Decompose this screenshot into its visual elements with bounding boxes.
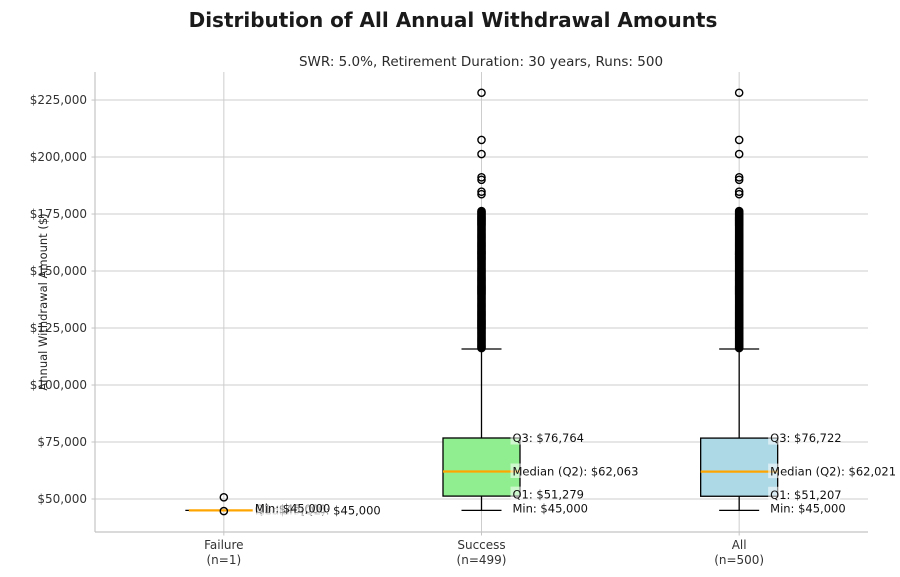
x-category-sublabel: (n=1) (206, 553, 241, 567)
y-tick-label: $150,000 (30, 264, 87, 278)
outlier-point (734, 187, 744, 196)
outlier-point (734, 189, 744, 199)
outlier-point (219, 506, 229, 516)
outlier-point (734, 206, 744, 216)
stat-label-bg (510, 486, 583, 502)
stat-label-bg (768, 486, 841, 502)
outlier-point (477, 187, 486, 196)
stat-label: Q1: $51,279 (513, 488, 584, 502)
stat-label-bg (768, 430, 841, 445)
outlier-point (734, 175, 744, 185)
stat-label: Q1: $51,207 (770, 488, 841, 502)
stat-label-bg (768, 500, 847, 515)
stat-label: Median (Q2): $62,063 (513, 465, 639, 479)
x-category-sublabel: (n=499) (457, 553, 507, 567)
y-tick-label: $100,000 (30, 378, 87, 392)
outlier-point (477, 88, 486, 98)
y-tick-label: $200,000 (30, 150, 87, 164)
outlier-point (734, 149, 744, 159)
y-tick-label: $125,000 (30, 321, 87, 335)
box (442, 437, 521, 497)
label-layer: Q3: $45,000Median (Q2): $45,000Q1: $45,0… (204, 429, 896, 567)
stat-label-bg (768, 463, 895, 479)
x-category-label: Failure (204, 538, 243, 552)
outlier-point (477, 173, 486, 182)
chart-subtitle: SWR: 5.0%, Retirement Duration: 30 years… (299, 54, 663, 70)
stat-label-bg (510, 463, 637, 479)
y-tick-label: $50,000 (37, 492, 87, 506)
outlier-point (477, 135, 486, 145)
x-category-label: Success (457, 538, 505, 552)
outlier-point (477, 189, 486, 199)
stat-label-bg (510, 429, 583, 445)
outlier-point (477, 175, 486, 185)
stat-label: Median (Q2): $62,021 (770, 465, 896, 479)
plot-layer (185, 88, 779, 516)
stat-label: Q3: $76,764 (513, 431, 584, 445)
y-tick-label: $175,000 (30, 207, 87, 221)
outlier-point (477, 149, 486, 159)
x-category-sublabel: (n=500) (714, 553, 764, 567)
x-category-label: All (732, 538, 747, 552)
y-tick-label: $225,000 (30, 93, 87, 107)
outlier-point (219, 493, 229, 502)
outlier-point (734, 173, 744, 182)
outlier-point (477, 206, 486, 216)
box (700, 437, 779, 497)
outlier-point (734, 135, 744, 145)
stat-label: Min: $45,000 (770, 501, 846, 515)
stat-label-bg (252, 500, 331, 515)
stat-label: Min: $45,000 (513, 501, 589, 515)
stat-label: Q3: $76,722 (770, 431, 841, 445)
stat-label-bg (510, 500, 589, 515)
y-tick-label: $75,000 (37, 435, 87, 449)
chart-title: Distribution of All Annual Withdrawal Am… (189, 8, 718, 32)
y-axis-title: Annual Withdrawal Amount ($) (36, 213, 50, 390)
outlier-point (734, 88, 744, 98)
stat-label: Min: $45,000 (255, 501, 330, 515)
